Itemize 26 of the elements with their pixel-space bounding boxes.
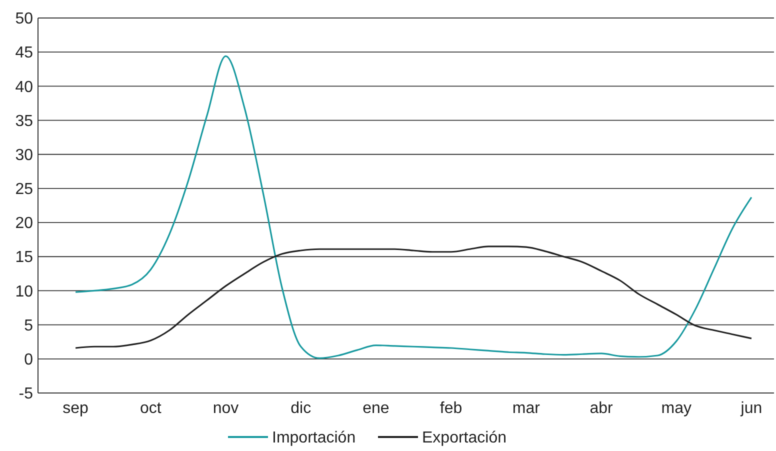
legend-label: Importación: [272, 430, 356, 447]
y-tick-label: 5: [24, 317, 34, 334]
y-tick-label: 15: [15, 249, 34, 266]
x-tick-label: may: [661, 400, 692, 417]
x-tick-label: sep: [62, 400, 89, 417]
y-tick-label: 50: [15, 10, 34, 28]
x-tick-label: ene: [362, 400, 390, 417]
y-tick-label: 10: [15, 283, 34, 300]
line-series: [74, 246, 752, 349]
legend-label: Exportación: [422, 430, 506, 447]
x-tick-label: mar: [512, 400, 541, 417]
y-tick-label: 40: [15, 78, 34, 96]
y-tick-label: 20: [15, 215, 34, 232]
x-tick-label: oct: [140, 400, 162, 417]
x-tick-label: jun: [740, 400, 762, 417]
x-tick-label: dic: [290, 400, 312, 417]
y-tick-label: 35: [15, 112, 34, 130]
line-series: [74, 55, 752, 360]
y-tick-label: 0: [24, 352, 34, 369]
x-tick-label: abr: [590, 400, 614, 417]
y-tick-label: 30: [15, 146, 34, 164]
y-tick-label: 25: [15, 181, 34, 198]
y-tick-label: 45: [15, 44, 34, 62]
x-tick-label: nov: [212, 400, 239, 417]
y-tick-label: -5: [18, 386, 34, 403]
x-tick-label: feb: [440, 400, 462, 417]
